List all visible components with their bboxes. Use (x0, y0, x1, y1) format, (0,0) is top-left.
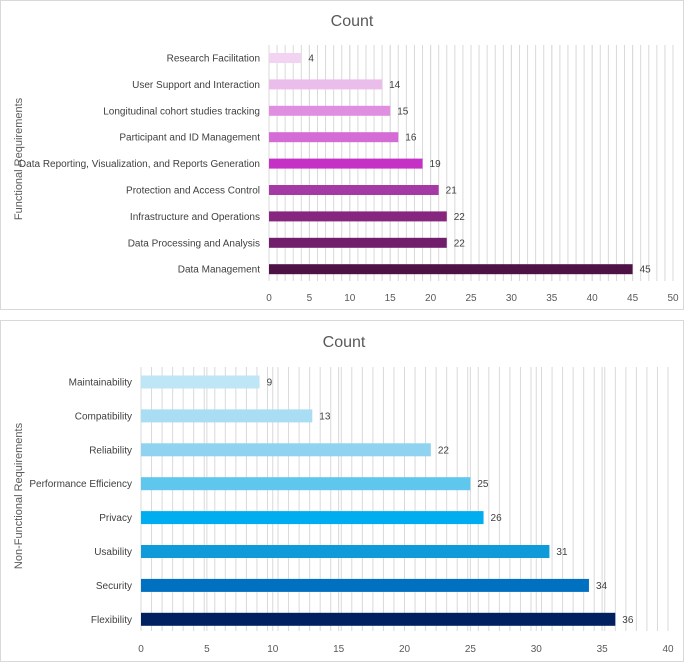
category-label: Data Processing and Analysis (128, 238, 260, 249)
x-tick-label: 30 (506, 293, 518, 304)
data-label: 9 (267, 378, 273, 389)
category-label: Performance Efficiency (29, 479, 132, 490)
category-label: Maintainability (69, 378, 132, 389)
bar (269, 53, 302, 63)
x-tick-label: 10 (267, 644, 279, 655)
data-label: 15 (397, 106, 409, 117)
data-label: 13 (319, 411, 331, 422)
bar (141, 375, 260, 389)
y-axis-label: Functional Requirements (13, 97, 25, 220)
x-tick-label: 40 (587, 293, 599, 304)
x-tick-label: 5 (204, 644, 210, 655)
bar (141, 578, 589, 592)
data-label: 36 (622, 615, 634, 626)
x-tick-label: 15 (333, 644, 345, 655)
bars: Research Facilitation 4 User Support and I… (19, 53, 651, 276)
non-functional-requirements-chart-panel: Count Non-Functional Requirements 0 5 10 15… (0, 320, 684, 662)
x-tick-label: 0 (138, 644, 144, 655)
category-label: Reliability (89, 445, 132, 456)
category-label: Protection and Access Control (126, 186, 260, 197)
data-label: 34 (596, 581, 608, 592)
chart-title: Count (331, 13, 374, 30)
functional-requirements-chart: Count Functional Requirements 0 5 10 15 20 25… (13, 13, 679, 304)
category-label: Security (96, 581, 132, 592)
data-label: 25 (477, 479, 489, 490)
category-label: Infrastructure and Operations (130, 212, 260, 223)
bar (141, 511, 484, 525)
x-tick-label: 50 (667, 293, 679, 304)
x-tick-label: 20 (399, 644, 411, 655)
x-tick-label: 10 (344, 293, 356, 304)
bar (141, 443, 431, 457)
data-label: 26 (491, 513, 503, 524)
bar (269, 211, 447, 222)
x-tick-label: 30 (531, 644, 543, 655)
bar (269, 237, 447, 248)
y-axis-label: Non-Functional Requirements (13, 422, 25, 569)
x-tick-label: 5 (307, 293, 313, 304)
category-label: Data Reporting, Visualization, and Repor… (19, 159, 260, 170)
x-tick-label: 35 (546, 293, 558, 304)
data-label: 16 (405, 133, 417, 144)
bar (141, 409, 313, 423)
data-label: 31 (556, 547, 568, 558)
category-label: Compatibility (75, 411, 132, 422)
x-tick-label: 40 (662, 644, 674, 655)
bar (141, 612, 616, 626)
category-label: Participant and ID Management (119, 133, 260, 144)
data-label: 14 (389, 80, 401, 91)
category-label: User Support and Interaction (132, 80, 260, 91)
data-label: 21 (446, 186, 458, 197)
x-tick-label: 25 (465, 293, 477, 304)
bar (269, 79, 383, 90)
data-label: 22 (438, 445, 450, 456)
data-label: 22 (454, 238, 466, 249)
bars: Maintainability 9 Compatibility 13 Reliabili… (29, 375, 634, 626)
category-label: Flexibility (91, 615, 132, 626)
bar (269, 105, 391, 116)
category-label: Longitudinal cohort studies tracking (103, 106, 260, 117)
data-label: 4 (308, 54, 314, 65)
bar (269, 158, 423, 169)
category-label: Research Facilitation (167, 54, 260, 65)
data-label: 19 (430, 159, 442, 170)
category-label: Privacy (99, 513, 132, 524)
category-label: Data Management (178, 265, 260, 276)
bar (141, 545, 550, 558)
data-label: 45 (640, 265, 652, 276)
x-tick-label: 15 (385, 293, 397, 304)
bar (269, 132, 399, 143)
chart-title: Count (323, 334, 366, 351)
bar (269, 185, 439, 195)
x-tick-label: 45 (627, 293, 639, 304)
bar (269, 264, 633, 275)
x-tick-label: 0 (266, 293, 272, 304)
x-tick-label: 20 (425, 293, 437, 304)
non-functional-requirements-chart: Count Non-Functional Requirements 0 5 10 15… (13, 334, 674, 655)
category-label: Usability (94, 547, 132, 558)
functional-requirements-chart-panel: Count Functional Requirements 0 5 10 15 20 25… (0, 0, 684, 310)
x-tick-label: 25 (465, 644, 477, 655)
bar (141, 477, 471, 491)
data-label: 22 (454, 212, 466, 223)
x-tick-label: 35 (597, 644, 609, 655)
